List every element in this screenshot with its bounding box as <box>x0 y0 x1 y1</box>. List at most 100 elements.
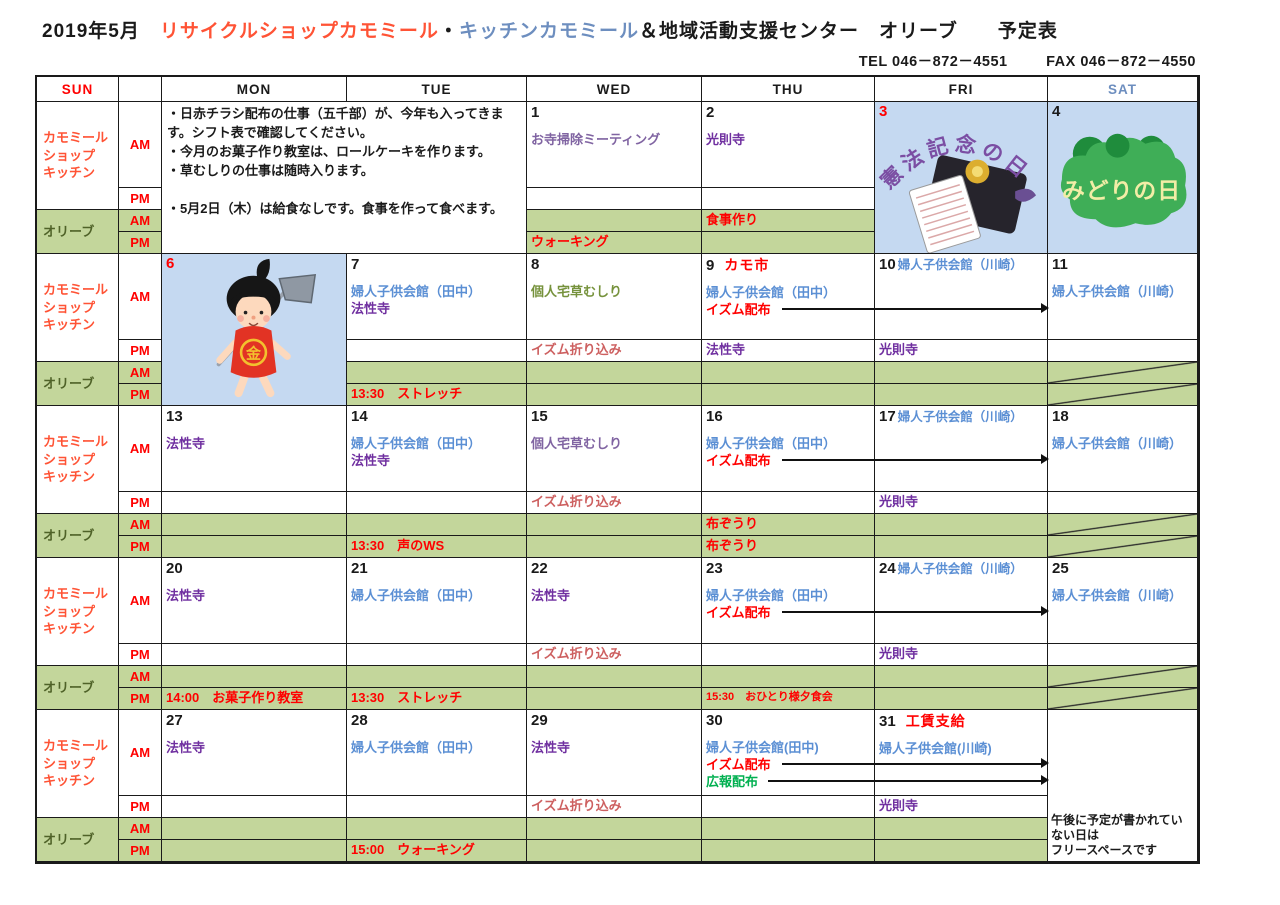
group-label-chamomile: カモミール ショップ キッチン <box>37 406 119 514</box>
note-line: ・日赤チラシ配布の仕事（五千部）が、今年も入ってきます。シフト表で確認してくださ… <box>167 106 504 140</box>
olive-cell-fri-am <box>875 514 1048 536</box>
group-label-line: キッチン <box>43 469 96 485</box>
olive-cell-tue-pm: 13:30 ストレッチ <box>347 384 527 406</box>
schedule-item: 光則寺 <box>706 131 870 148</box>
schedule-items: 法性寺 <box>531 587 697 604</box>
schedule-item: 法性寺 <box>706 341 870 358</box>
day-cell-thu-am: 30 婦人子供会館(田中) イズム配布 広報配布 <box>702 710 1049 796</box>
day-cell-sat-am: 25 婦人子供会館（川崎） <box>1048 558 1198 644</box>
fax-label: FAX 046－872－4550 <box>1046 54 1196 70</box>
schedule-items: 個人宅草むしり <box>531 283 697 300</box>
tel-label: TEL 046－872－4551 <box>858 54 1008 70</box>
schedule-item-text: 食事作り <box>706 212 759 227</box>
group-label-line: キッチン <box>43 621 96 637</box>
olive-cell-wed-pm <box>527 384 702 406</box>
schedule-item-text: 布ぞうり <box>706 516 759 531</box>
day-cell-tue-pm <box>347 796 527 818</box>
day-cell-thu-pm <box>702 644 875 666</box>
date-row: 21 <box>351 560 522 578</box>
schedule-item: 個人宅草むしり <box>531 283 697 300</box>
schedule-item: ウォーキング <box>531 233 697 250</box>
schedule-item-text: 光則寺 <box>879 494 919 509</box>
schedule-item-text: 15:30 おひとり様夕食会 <box>706 691 833 703</box>
svg-text:みどりの日: みどりの日 <box>1062 177 1181 203</box>
day-header-wed: WED <box>527 77 702 102</box>
olive-pm-label: PM <box>119 232 162 254</box>
date-row: 31 工賃支給 <box>879 712 1043 731</box>
schedule-item-text: 法性寺 <box>531 740 571 755</box>
schedule-item-text: 布ぞうり <box>706 538 759 553</box>
schedule-items: 法性寺 <box>166 435 342 452</box>
schedule-item: イズム配布 <box>706 452 1049 469</box>
schedule-item-text: 婦人子供会館(川崎) <box>879 741 992 756</box>
schedule-item-text: 婦人子供会館（田中） <box>351 436 482 451</box>
schedule-item-text: 婦人子供会館（田中） <box>706 436 837 451</box>
schedule-items: 法性寺 <box>531 739 697 756</box>
schedule-item: 15:00 ウォーキング <box>351 841 522 858</box>
schedule-item: 婦人子供会館（川崎） <box>1052 587 1193 604</box>
date-row: 2 <box>706 104 870 122</box>
schedule-item-text: 個人宅草むしり <box>531 436 623 451</box>
day-cell-wed-pm: イズム折り込み <box>527 796 702 818</box>
schedule-item: 婦人子供会館（田中） <box>706 587 870 604</box>
schedule-items: 婦人子供会館(田中) イズム配布 広報配布 <box>706 739 1049 790</box>
schedule-item: 婦人子供会館（田中） <box>351 739 522 756</box>
olive-cell-fri-am <box>875 362 1048 384</box>
note-line <box>167 180 521 199</box>
day-cell-sat-pm <box>1048 644 1198 666</box>
date-label: 23 <box>706 560 723 577</box>
schedule-item: 法性寺 <box>531 739 697 756</box>
schedule-item: イズム折り込み <box>531 493 697 510</box>
title-part: リサイクルショップカモミール <box>159 21 439 42</box>
schedule-item-text: お寺掃除ミーティング <box>531 132 661 147</box>
date-row: 7 <box>351 256 522 274</box>
date-row: 8 <box>531 256 697 274</box>
schedule-item-text: 婦人子供会館（田中） <box>351 588 482 603</box>
olive-cell-wed-pm <box>527 536 702 558</box>
olive-cell-thu-am <box>702 666 875 688</box>
day-cell-fri-am: 24 婦人子供会館（川崎） <box>875 558 1048 644</box>
group-label-line: ショップ <box>43 299 96 315</box>
olive-cell-sat-pm <box>1048 688 1198 710</box>
olive-cell-wed-am <box>527 210 702 232</box>
olive-cell-tue-pm: 13:30 ストレッチ <box>347 688 527 710</box>
continuation-arrow <box>782 454 1049 464</box>
date-label: 28 <box>351 712 368 729</box>
schedule-item-text: 光則寺 <box>879 646 919 661</box>
schedule-item: イズム折り込み <box>531 341 697 358</box>
schedule-item-text: イズム配布 <box>706 302 771 317</box>
day-cell-fri-am: 17 婦人子供会館（川崎） <box>875 406 1048 492</box>
date-row: 11 <box>1052 256 1193 274</box>
schedule-item-text: 光則寺 <box>879 798 919 813</box>
group-label-chamomile: カモミール ショップ キッチン <box>37 254 119 362</box>
title-part: キッチンカモミール <box>458 21 639 42</box>
continuation-arrow <box>782 606 1049 616</box>
olive-am-label: AM <box>119 210 162 232</box>
day-cell-fri-pm: 光則寺 <box>875 796 1048 818</box>
olive-cell-fri-pm <box>875 688 1048 710</box>
date-label: 13 <box>166 408 183 425</box>
group-label-olive: オリーブ <box>37 666 119 710</box>
date-row: 23 <box>706 560 870 578</box>
date-label: 18 <box>1052 408 1069 425</box>
day-cell-tue-am: 7 婦人子供会館（田中） 法性寺 <box>347 254 527 340</box>
olive-cell-mon-am <box>162 818 347 840</box>
schedule-item-text: 14:00 お菓子作り教室 <box>166 690 304 705</box>
olive-cell-sat-am <box>1048 666 1198 688</box>
schedule-items: 婦人子供会館（田中） イズム配布 <box>706 587 1049 621</box>
calendar-table: SUN MON TUE WED THU FRI SAT カモミール ショップ キッチン オリーブ AM… <box>35 75 1200 864</box>
day-header-fri: FRI <box>875 77 1048 102</box>
schedule-item: 食事作り <box>706 211 870 228</box>
date-label: 25 <box>1052 560 1069 577</box>
olive-cell-thu-am <box>702 818 875 840</box>
date-label: 27 <box>166 712 183 729</box>
olive-cell-wed-am <box>527 514 702 536</box>
date-row: 29 <box>531 712 697 730</box>
date-label: 29 <box>531 712 548 729</box>
schedule-item-text: イズム配布 <box>706 757 771 772</box>
date-label: 20 <box>166 560 183 577</box>
date-label: 17 <box>879 408 896 425</box>
schedule-item-text: 光則寺 <box>879 342 919 357</box>
schedule-item-text: 13:30 声のWS <box>351 538 445 553</box>
